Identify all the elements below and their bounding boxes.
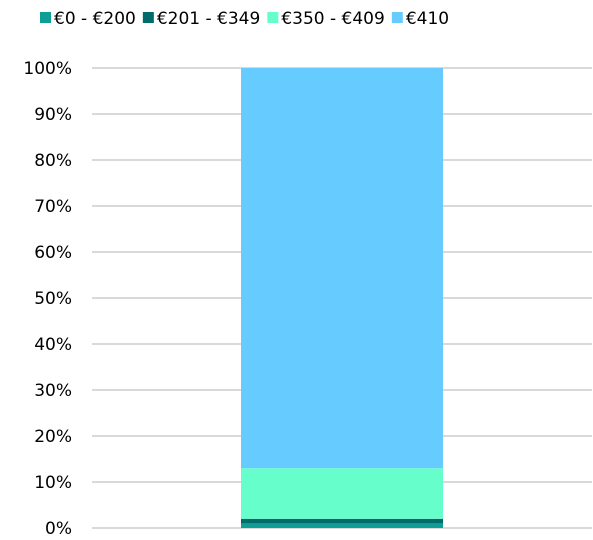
y-tick-label: 10% bbox=[34, 473, 72, 493]
y-tick-label: 40% bbox=[34, 335, 72, 355]
legend-label: €201 - €349 bbox=[157, 9, 260, 29]
legend-label: €0 - €200 bbox=[54, 9, 136, 29]
y-tick-label: 80% bbox=[34, 151, 72, 171]
bar-segment bbox=[241, 468, 443, 519]
y-tick-label: 90% bbox=[34, 105, 72, 125]
legend-swatch bbox=[267, 12, 279, 23]
bar-segment bbox=[241, 523, 443, 528]
y-tick-label: 60% bbox=[34, 243, 72, 263]
y-tick-label: 70% bbox=[34, 197, 72, 217]
y-tick-label: 30% bbox=[34, 381, 72, 401]
bar-segment bbox=[241, 68, 443, 469]
bar-segment bbox=[241, 518, 443, 524]
legend-label: €410 bbox=[406, 9, 449, 29]
legend-swatch bbox=[391, 12, 403, 23]
legend-label: €350 - €409 bbox=[281, 9, 384, 29]
y-tick-label: 100% bbox=[23, 59, 72, 79]
y-tick-label: 20% bbox=[34, 427, 72, 447]
y-tick-label: 50% bbox=[34, 289, 72, 309]
legend-swatch bbox=[40, 12, 51, 23]
legend-swatch bbox=[142, 12, 154, 23]
y-tick-label: 0% bbox=[45, 519, 72, 539]
